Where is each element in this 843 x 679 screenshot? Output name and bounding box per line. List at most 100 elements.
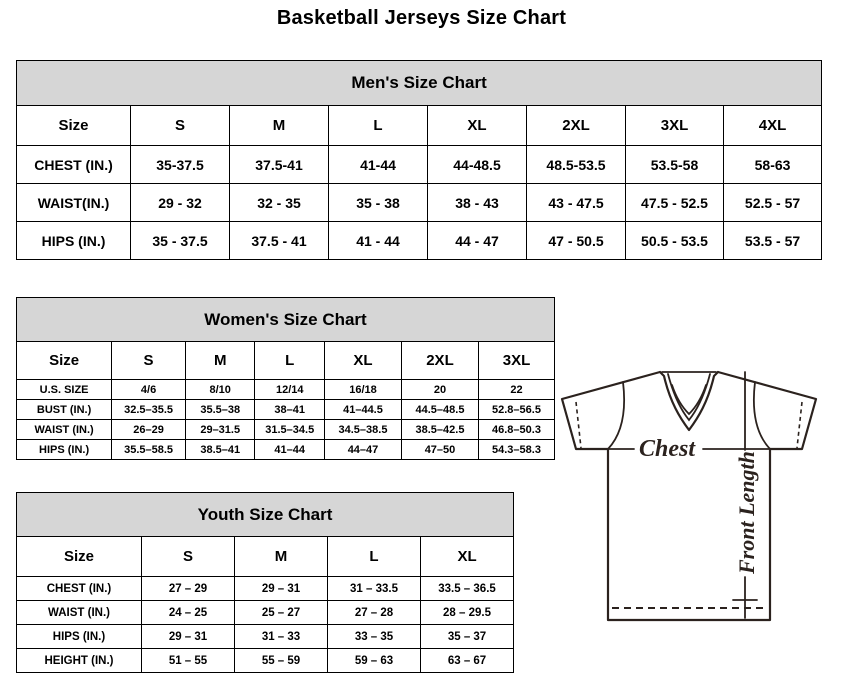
mens-cell: 37.5 - 41: [229, 221, 329, 260]
mens-cell: 53.5-58: [625, 145, 724, 184]
mens-cell: 35 - 38: [328, 183, 428, 222]
youth-table-row: HIPS (IN.) 29 – 31 31 – 33 33 – 35 35 – 37: [16, 624, 515, 649]
womens-header-row: Size S M L XL 2XL 3XL: [15, 341, 556, 380]
womens-cell: 26–29: [111, 419, 186, 440]
youth-row-label: HIPS (IN.): [16, 624, 142, 649]
mens-cell: 38 - 43: [427, 183, 527, 222]
womens-cell: 4/6: [111, 379, 186, 400]
mens-cell: 35-37.5: [130, 145, 230, 184]
womens-cell: 16/18: [323, 379, 402, 400]
womens-cell: 41–44: [254, 439, 325, 460]
youth-column-header-xl: XL: [419, 536, 515, 577]
jersey-vneck-middle: [667, 373, 711, 422]
mens-column-header-m: M: [229, 105, 329, 146]
womens-table-row: BUST (IN.) 32.5–35.5 35.5–38 38–41 41–44.5 44…: [15, 399, 556, 420]
jersey-right-cuff-stitch: [796, 401, 803, 449]
youth-cell: 63 – 67: [419, 648, 515, 673]
front-length-label: Front Length: [734, 451, 759, 575]
page-title: Basketball Jerseys Size Chart: [276, 7, 567, 29]
youth-column-header-size: Size: [16, 536, 142, 577]
mens-column-header-2xl: 2XL: [526, 105, 626, 146]
mens-column-header-xl: XL: [427, 105, 527, 146]
youth-size-chart-table: Youth Size Chart Size S M L XL CHEST (IN.) 27 –…: [15, 492, 515, 673]
youth-cell: 25 – 27: [234, 600, 328, 625]
mens-cell: 58-63: [722, 145, 823, 184]
youth-cell: 51 – 55: [141, 648, 235, 673]
mens-caption: Men's Size Chart: [15, 60, 823, 106]
womens-table-row: HIPS (IN.) 35.5–58.5 38.5–41 41–44 44–47 47–5…: [15, 439, 556, 460]
mens-caption-row: Men's Size Chart: [15, 60, 823, 106]
mens-cell: 41-44: [328, 145, 428, 184]
womens-cell: 41–44.5: [323, 399, 402, 420]
mens-column-header-4xl: 4XL: [722, 105, 823, 146]
youth-cell: 35 – 37: [419, 624, 515, 649]
womens-table-row: U.S. SIZE 4/6 8/10 12/14 16/18 20 22: [15, 379, 556, 400]
youth-cell: 31 – 33.5: [327, 576, 421, 601]
womens-caption: Women's Size Chart: [16, 297, 555, 342]
youth-cell: 29 – 31: [234, 576, 328, 601]
womens-column-header-size: Size: [15, 341, 113, 380]
youth-caption: Youth Size Chart: [15, 492, 515, 537]
mens-header-row: Size S M L XL 2XL 3XL 4XL: [16, 105, 823, 146]
mens-cell: 37.5-41: [229, 145, 329, 184]
mens-row-label: WAIST(IN.): [16, 183, 131, 222]
womens-cell: 38–41: [254, 399, 325, 420]
mens-cell: 32 - 35: [229, 183, 329, 222]
jersey-diagram: Chest Front Length: [520, 352, 840, 652]
youth-cell: 27 – 29: [141, 576, 235, 601]
womens-cell: 34.5–38.5: [323, 419, 402, 440]
womens-cell: 20: [400, 379, 479, 400]
youth-column-header-l: L: [327, 536, 421, 577]
mens-cell: 44 - 47: [427, 221, 527, 260]
youth-column-header-s: S: [141, 536, 235, 577]
womens-cell: 38.5–41: [184, 439, 256, 460]
mens-table-row: CHEST (IN.) 35-37.5 37.5-41 41-44 44-48.5 48.…: [16, 145, 823, 184]
womens-cell: 38.5–42.5: [400, 419, 479, 440]
mens-cell: 48.5-53.5: [526, 145, 626, 184]
womens-cell: 29–31.5: [184, 419, 256, 440]
mens-cell: 47 - 50.5: [526, 221, 626, 260]
womens-cell: 31.5–34.5: [254, 419, 325, 440]
womens-size-chart-table: Women's Size Chart Size S M L XL 2XL 3XL U.S. SI…: [15, 297, 556, 460]
mens-cell: 53.5 - 57: [722, 221, 823, 260]
youth-cell: 28 – 29.5: [419, 600, 515, 625]
mens-column-header-l: L: [328, 105, 428, 146]
mens-cell: 50.5 - 53.5: [625, 221, 724, 260]
womens-row-label: WAIST (IN.): [15, 419, 113, 440]
mens-column-header-3xl: 3XL: [625, 105, 724, 146]
womens-cell: 8/10: [184, 379, 256, 400]
youth-cell: 59 – 63: [327, 648, 421, 673]
womens-cell: 44–47: [323, 439, 402, 460]
youth-cell: 27 – 28: [327, 600, 421, 625]
mens-row-label: HIPS (IN.): [16, 221, 131, 260]
womens-column-header-l: L: [254, 341, 325, 380]
mens-table-row: HIPS (IN.) 35 - 37.5 37.5 - 41 41 - 44 44 - …: [16, 221, 823, 260]
mens-cell: 44-48.5: [427, 145, 527, 184]
womens-cell: 47–50: [400, 439, 479, 460]
womens-column-header-s: S: [111, 341, 186, 380]
jersey-torso-outline: [606, 447, 772, 622]
womens-row-label: U.S. SIZE: [15, 379, 113, 400]
womens-column-header-m: M: [184, 341, 256, 380]
womens-cell: 52.8–56.5: [477, 399, 556, 420]
womens-cell: 12/14: [254, 379, 325, 400]
youth-table-row: HEIGHT (IN.) 51 – 55 55 – 59 59 – 63 63 – 67: [16, 648, 515, 673]
womens-row-label: BUST (IN.): [15, 399, 113, 420]
mens-size-chart-table: Men's Size Chart Size S M L XL 2XL 3XL 4XL CHEST …: [15, 60, 823, 260]
womens-row-label: HIPS (IN.): [15, 439, 113, 460]
jersey-right-armhole: [752, 381, 771, 450]
youth-cell: 24 – 25: [141, 600, 235, 625]
womens-cell: 32.5–35.5: [111, 399, 186, 420]
womens-column-header-xl: XL: [323, 341, 402, 380]
youth-column-header-m: M: [234, 536, 328, 577]
youth-cell: 55 – 59: [234, 648, 328, 673]
mens-cell: 29 - 32: [130, 183, 230, 222]
youth-cell: 33 – 35: [327, 624, 421, 649]
jersey-vneck-outer: [658, 370, 720, 432]
mens-cell: 35 - 37.5: [130, 221, 230, 260]
mens-column-header-size: Size: [16, 105, 131, 146]
womens-cell: 35.5–58.5: [111, 439, 186, 460]
womens-column-header-2xl: 2XL: [400, 341, 479, 380]
mens-cell: 52.5 - 57: [722, 183, 823, 222]
mens-cell: 43 - 47.5: [526, 183, 626, 222]
